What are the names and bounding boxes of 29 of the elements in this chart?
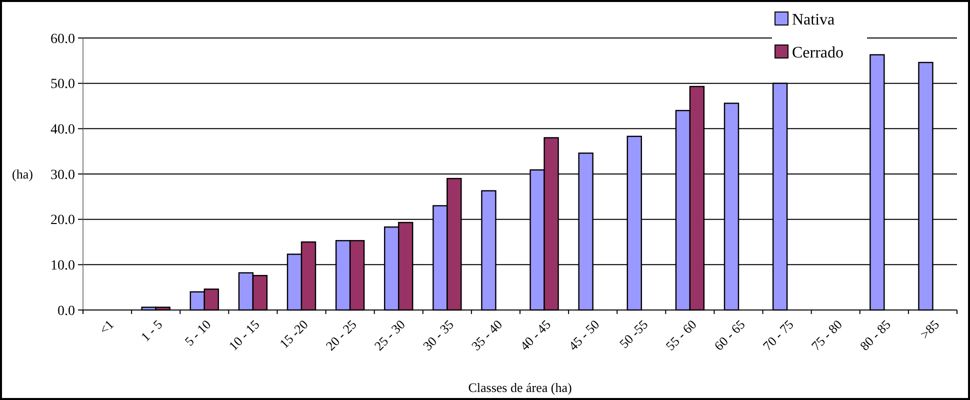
x-tick-label: 40 - 45 (516, 316, 554, 354)
legend-label: Nativa (792, 12, 835, 29)
x-tick-label: 1 - 5 (138, 316, 166, 344)
x-tick-label: 35 - 40 (468, 316, 506, 354)
y-tick-label: 10.0 (50, 258, 75, 274)
x-tick-label: 75 - 80 (808, 316, 845, 354)
y-axis-title: (ha) (12, 166, 33, 182)
x-tick-label: 10 - 15 (226, 316, 262, 354)
x-tick-label: 55 - 60 (662, 316, 700, 354)
x-tick-label: 25 - 30 (371, 316, 408, 354)
legend-label: Cerrado (792, 44, 844, 62)
x-tick-label: 80 - 85 (856, 316, 894, 354)
y-tick-label: 50.0 (50, 77, 75, 92)
x-tick-label: 15 -20 (276, 316, 311, 352)
x-tick-label: 20 - 25 (322, 316, 360, 354)
y-tick-label: 30.0 (50, 168, 75, 183)
y-tick-label: 20.0 (50, 213, 75, 228)
y-tick-label: 0.0 (58, 304, 75, 319)
y-tick-label: 40.0 (50, 122, 75, 138)
x-tick-label: <1 (96, 316, 117, 338)
y-tick-label: 60.0 (50, 32, 75, 47)
x-tick-label: >85 (917, 316, 942, 342)
x-tick-label: 50 -55 (616, 316, 651, 352)
x-tick-label: 60 - 65 (711, 316, 748, 354)
x-tick-label: 30 - 35 (420, 316, 457, 354)
x-tick-label: 5 - 10 (182, 316, 214, 349)
x-tick-label: 70 - 75 (760, 316, 796, 354)
x-tick-label: 45 - 50 (566, 316, 602, 354)
x-axis-title: Classes de área (ha) (468, 380, 572, 395)
